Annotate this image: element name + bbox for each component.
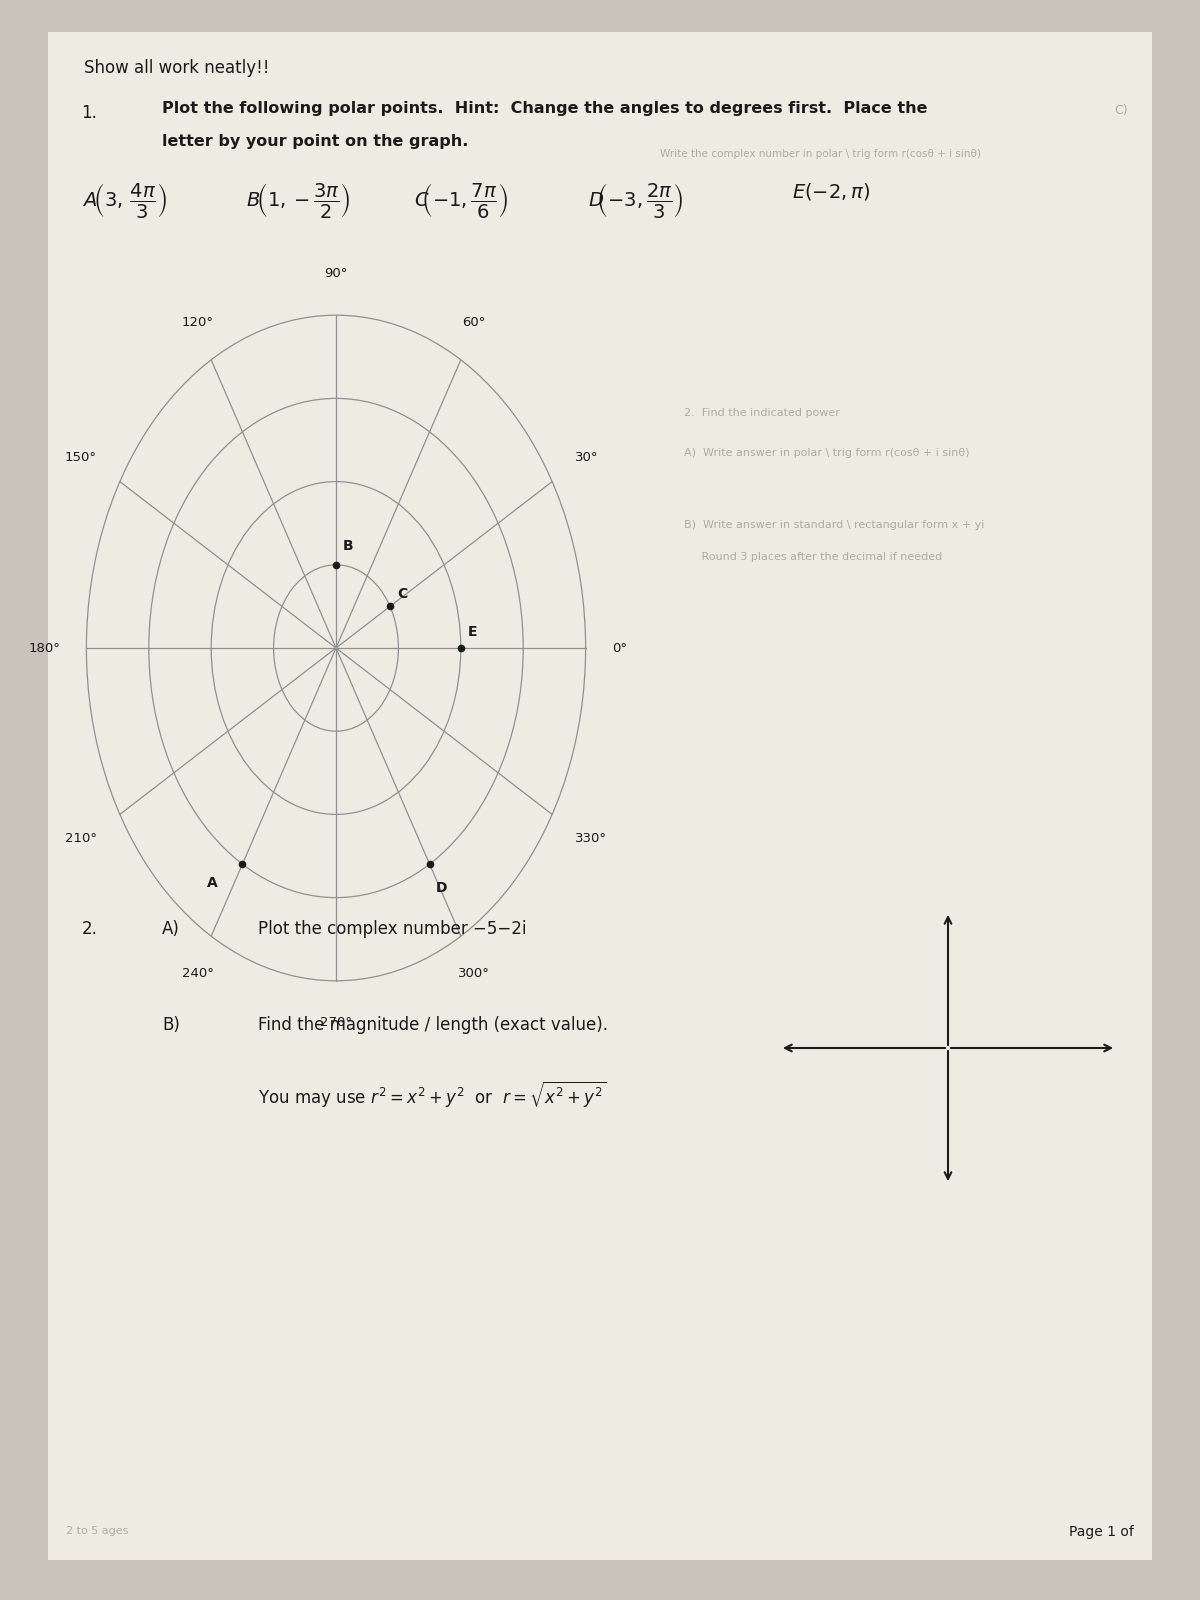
Text: $D\!\!\left(-3,\dfrac{2\pi}{3}\right)$: $D\!\!\left(-3,\dfrac{2\pi}{3}\right)$ [588,181,684,219]
Text: letter by your point on the graph.: letter by your point on the graph. [162,134,468,149]
Text: A: A [208,877,217,890]
Text: Plot the following polar points.  Hint:  Change the angles to degrees first.  Pl: Plot the following polar points. Hint: C… [162,101,928,115]
Text: $A\!\left(3,\,\dfrac{4\pi}{3}\right)$: $A\!\left(3,\,\dfrac{4\pi}{3}\right)$ [82,181,167,219]
Text: B): B) [162,1016,180,1034]
Text: B: B [343,539,353,552]
Text: 2.  Find the indicated power: 2. Find the indicated power [684,408,840,418]
Text: Show all work neatly!!: Show all work neatly!! [84,59,269,77]
Text: 1.: 1. [82,104,97,122]
Text: Round 3 places after the decimal if needed: Round 3 places after the decimal if need… [684,552,942,562]
Text: $C\!\!\left(-1,\dfrac{7\pi}{6}\right)$: $C\!\!\left(-1,\dfrac{7\pi}{6}\right)$ [414,181,508,219]
Text: 90°: 90° [324,267,348,280]
Text: Find the magnitude / length (exact value).: Find the magnitude / length (exact value… [258,1016,608,1034]
Text: You may use $r^2 = x^2 + y^2$  or  $r = \sqrt{x^2 + y^2}$: You may use $r^2 = x^2 + y^2$ or $r = \s… [258,1080,606,1110]
Text: C): C) [1115,104,1128,117]
Text: 60°: 60° [462,317,486,330]
Text: 270°: 270° [320,1016,352,1029]
Text: 330°: 330° [575,832,607,845]
Text: $E(-2,\pi)$: $E(-2,\pi)$ [792,181,870,202]
Text: 30°: 30° [575,451,599,464]
Text: 210°: 210° [65,832,97,845]
Text: 0°: 0° [612,642,628,654]
Text: 180°: 180° [28,642,60,654]
Text: B)  Write answer in standard \ rectangular form x + yi: B) Write answer in standard \ rectangula… [684,520,984,530]
Text: Write the complex number in polar \ trig form r(cosθ + i sinθ): Write the complex number in polar \ trig… [660,149,982,158]
FancyBboxPatch shape [48,32,1152,1560]
Text: D: D [436,882,448,894]
Text: Page 1 of: Page 1 of [1069,1525,1134,1539]
Text: 300°: 300° [458,966,490,979]
Text: $B\!\left(1,-\dfrac{3\pi}{2}\right)$: $B\!\left(1,-\dfrac{3\pi}{2}\right)$ [246,181,350,219]
Text: E: E [468,626,478,638]
Text: A)  Write answer in polar \ trig form r(cosθ + i sinθ): A) Write answer in polar \ trig form r(c… [684,448,970,458]
Text: 240°: 240° [182,966,214,979]
Text: 2.: 2. [82,920,97,938]
Text: Plot the complex number −5−2i: Plot the complex number −5−2i [258,920,527,938]
Text: A): A) [162,920,180,938]
Text: 150°: 150° [65,451,97,464]
Text: 2 to 5 ages: 2 to 5 ages [66,1526,128,1536]
Text: C: C [397,587,407,600]
Text: 120°: 120° [182,317,214,330]
